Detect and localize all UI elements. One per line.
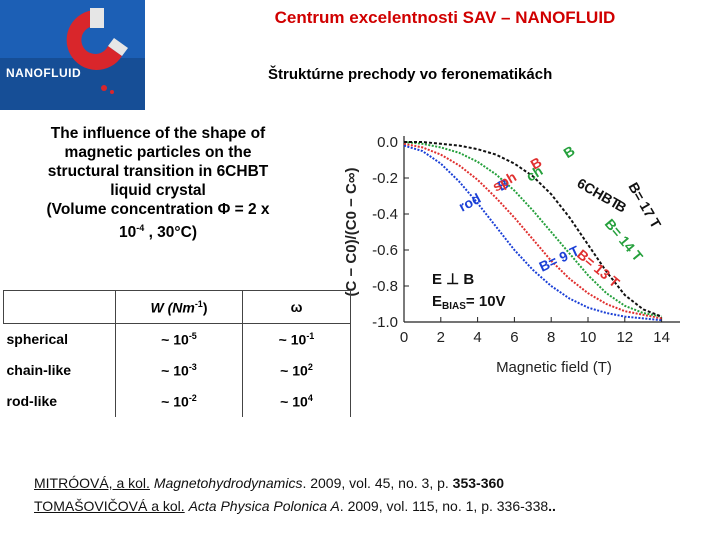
table-row: spherical ~ 10-5 ~ 10-1	[3, 323, 351, 355]
y-axis-label: (C − C0)/(C0 − C∞)	[343, 167, 360, 296]
y-tick-label: 0.0	[377, 134, 398, 151]
y-tick-label: -1.0	[372, 314, 398, 331]
x-tick-label: 2	[437, 329, 445, 346]
row-label: chain-like	[3, 354, 116, 386]
magnet-logo-icon	[0, 0, 145, 110]
row-omega-value: ~ 104	[242, 385, 351, 417]
x-tick-label: 0	[400, 329, 408, 346]
chart-svg: 0.0 -0.2 -0.4 -0.6 -0.8 -1.00 2 4 6 8 10 12 14 Magnet…	[343, 134, 680, 376]
page-subtitle: Štruktúrne prechody vo feronematikách	[268, 66, 553, 83]
reference-authors[interactable]: TOMAŠOVIČOVÁ a kol.	[34, 498, 185, 514]
logo-wordmark: NANOFLUID	[6, 66, 82, 80]
row-omega-value: ~ 102	[242, 354, 351, 386]
x-tick-label: 14	[653, 329, 670, 346]
header-w-close: )	[202, 299, 208, 316]
magnetic-field-chart: 0.0 -0.2 -0.4 -0.6 -0.8 -1.0 0 2 4 6 8 10 12 14 Magnet…	[336, 96, 704, 400]
x-tick-label: 6	[510, 329, 518, 346]
reference-details: . 2009, vol. 45, no. 3, p.	[302, 475, 453, 491]
description-exponent: -4	[136, 223, 145, 233]
description-base: 10	[119, 224, 137, 242]
x-axis-label: Magnetic field (T)	[496, 359, 612, 376]
series-b-label: B	[560, 142, 577, 161]
series-line	[403, 141, 662, 318]
row-omega-value: ~ 10-1	[242, 323, 351, 355]
series-line	[403, 144, 662, 322]
series-critical-label: B= 13 T	[574, 246, 623, 291]
reference-end: ..	[548, 498, 556, 514]
y-tick-label: -0.4	[372, 206, 398, 223]
description-line: (Volume concentration Φ = 2 x	[46, 201, 270, 218]
x-tick-label: 4	[473, 329, 481, 346]
nanofluid-logo: NANOFLUID	[0, 0, 145, 110]
x-tick-label: 8	[547, 329, 555, 346]
reference-details: . 2009, vol. 115, no. 1, p. 336-338	[339, 498, 549, 514]
table-header-corner	[3, 290, 116, 324]
table-header-w: W (Nm-1)	[115, 290, 243, 324]
reference-journal: Acta Physica Polonica A	[188, 498, 340, 514]
row-w-value: ~ 10-2	[115, 385, 243, 417]
description-line: structural transition in 6CHBT	[47, 163, 269, 180]
reference-authors[interactable]: MITRÓOVÁ, a kol.	[34, 475, 150, 491]
series-critical-group: B= 13 T	[574, 246, 623, 291]
x-tick-label: 10	[580, 329, 597, 346]
series-line	[404, 141, 662, 318]
description-line: liquid crystal	[110, 182, 206, 199]
reference-pages: 353-360	[452, 475, 505, 491]
series-name-label: rod	[456, 190, 483, 215]
particle-properties-table: W (Nm-1) ω spherical ~ 10-5 ~ 10-1 chain…	[3, 290, 351, 417]
page-title: Centrum excelentnosti SAV – NANOFLUID	[274, 8, 616, 27]
description-line: magnetic particles on the	[64, 144, 252, 161]
x-tick-label: 12	[616, 329, 633, 346]
row-w-value: ~ 10-3	[115, 354, 243, 386]
series-line	[403, 142, 662, 320]
y-tick-label: -0.8	[372, 278, 398, 295]
description-line: The influence of the shape of	[50, 125, 266, 142]
table-row: rod-like ~ 10-2 ~ 104	[3, 385, 351, 417]
series-critical-label: B= 14 T	[602, 216, 647, 265]
table-header-row: W (Nm-1) ω	[3, 290, 351, 324]
description-line: 10-4 , 30°C)	[6, 219, 310, 242]
series-critical-label: B= 17 T	[625, 180, 664, 232]
references: MITRÓOVÁ, a kol. Magnetohydrodynamics. 2…	[34, 472, 556, 518]
annotation-perpendicular: E ⊥ B	[432, 271, 474, 288]
series-critical-group: B= 14 T	[602, 216, 647, 265]
description-rest: , 30°C)	[144, 224, 197, 242]
table-header-omega: ω	[242, 290, 351, 324]
table-row: chain-like ~ 10-3 ~ 102	[3, 354, 351, 386]
row-label: rod-like	[3, 385, 116, 417]
header-w-text: W (Nm	[150, 299, 195, 316]
reference-1: MITRÓOVÁ, a kol. Magnetohydrodynamics. 2…	[34, 472, 556, 495]
y-tick-label: -0.6	[372, 242, 398, 259]
reference-2: TOMAŠOVIČOVÁ a kol. Acta Physica Polonic…	[34, 495, 556, 518]
row-w-value: ~ 10-5	[115, 323, 243, 355]
series-critical-group: B= 17 T	[625, 180, 664, 232]
reference-journal: Magnetohydrodynamics	[153, 475, 303, 491]
header-w-exponent: -1	[194, 298, 203, 309]
series-name-label: ch	[523, 162, 545, 184]
y-tick-label: -0.2	[372, 170, 398, 187]
annotation-bias: EBIAS= 10V	[432, 293, 506, 312]
row-label: spherical	[3, 323, 116, 355]
description-block: The influence of the shape of magnetic p…	[6, 124, 310, 242]
